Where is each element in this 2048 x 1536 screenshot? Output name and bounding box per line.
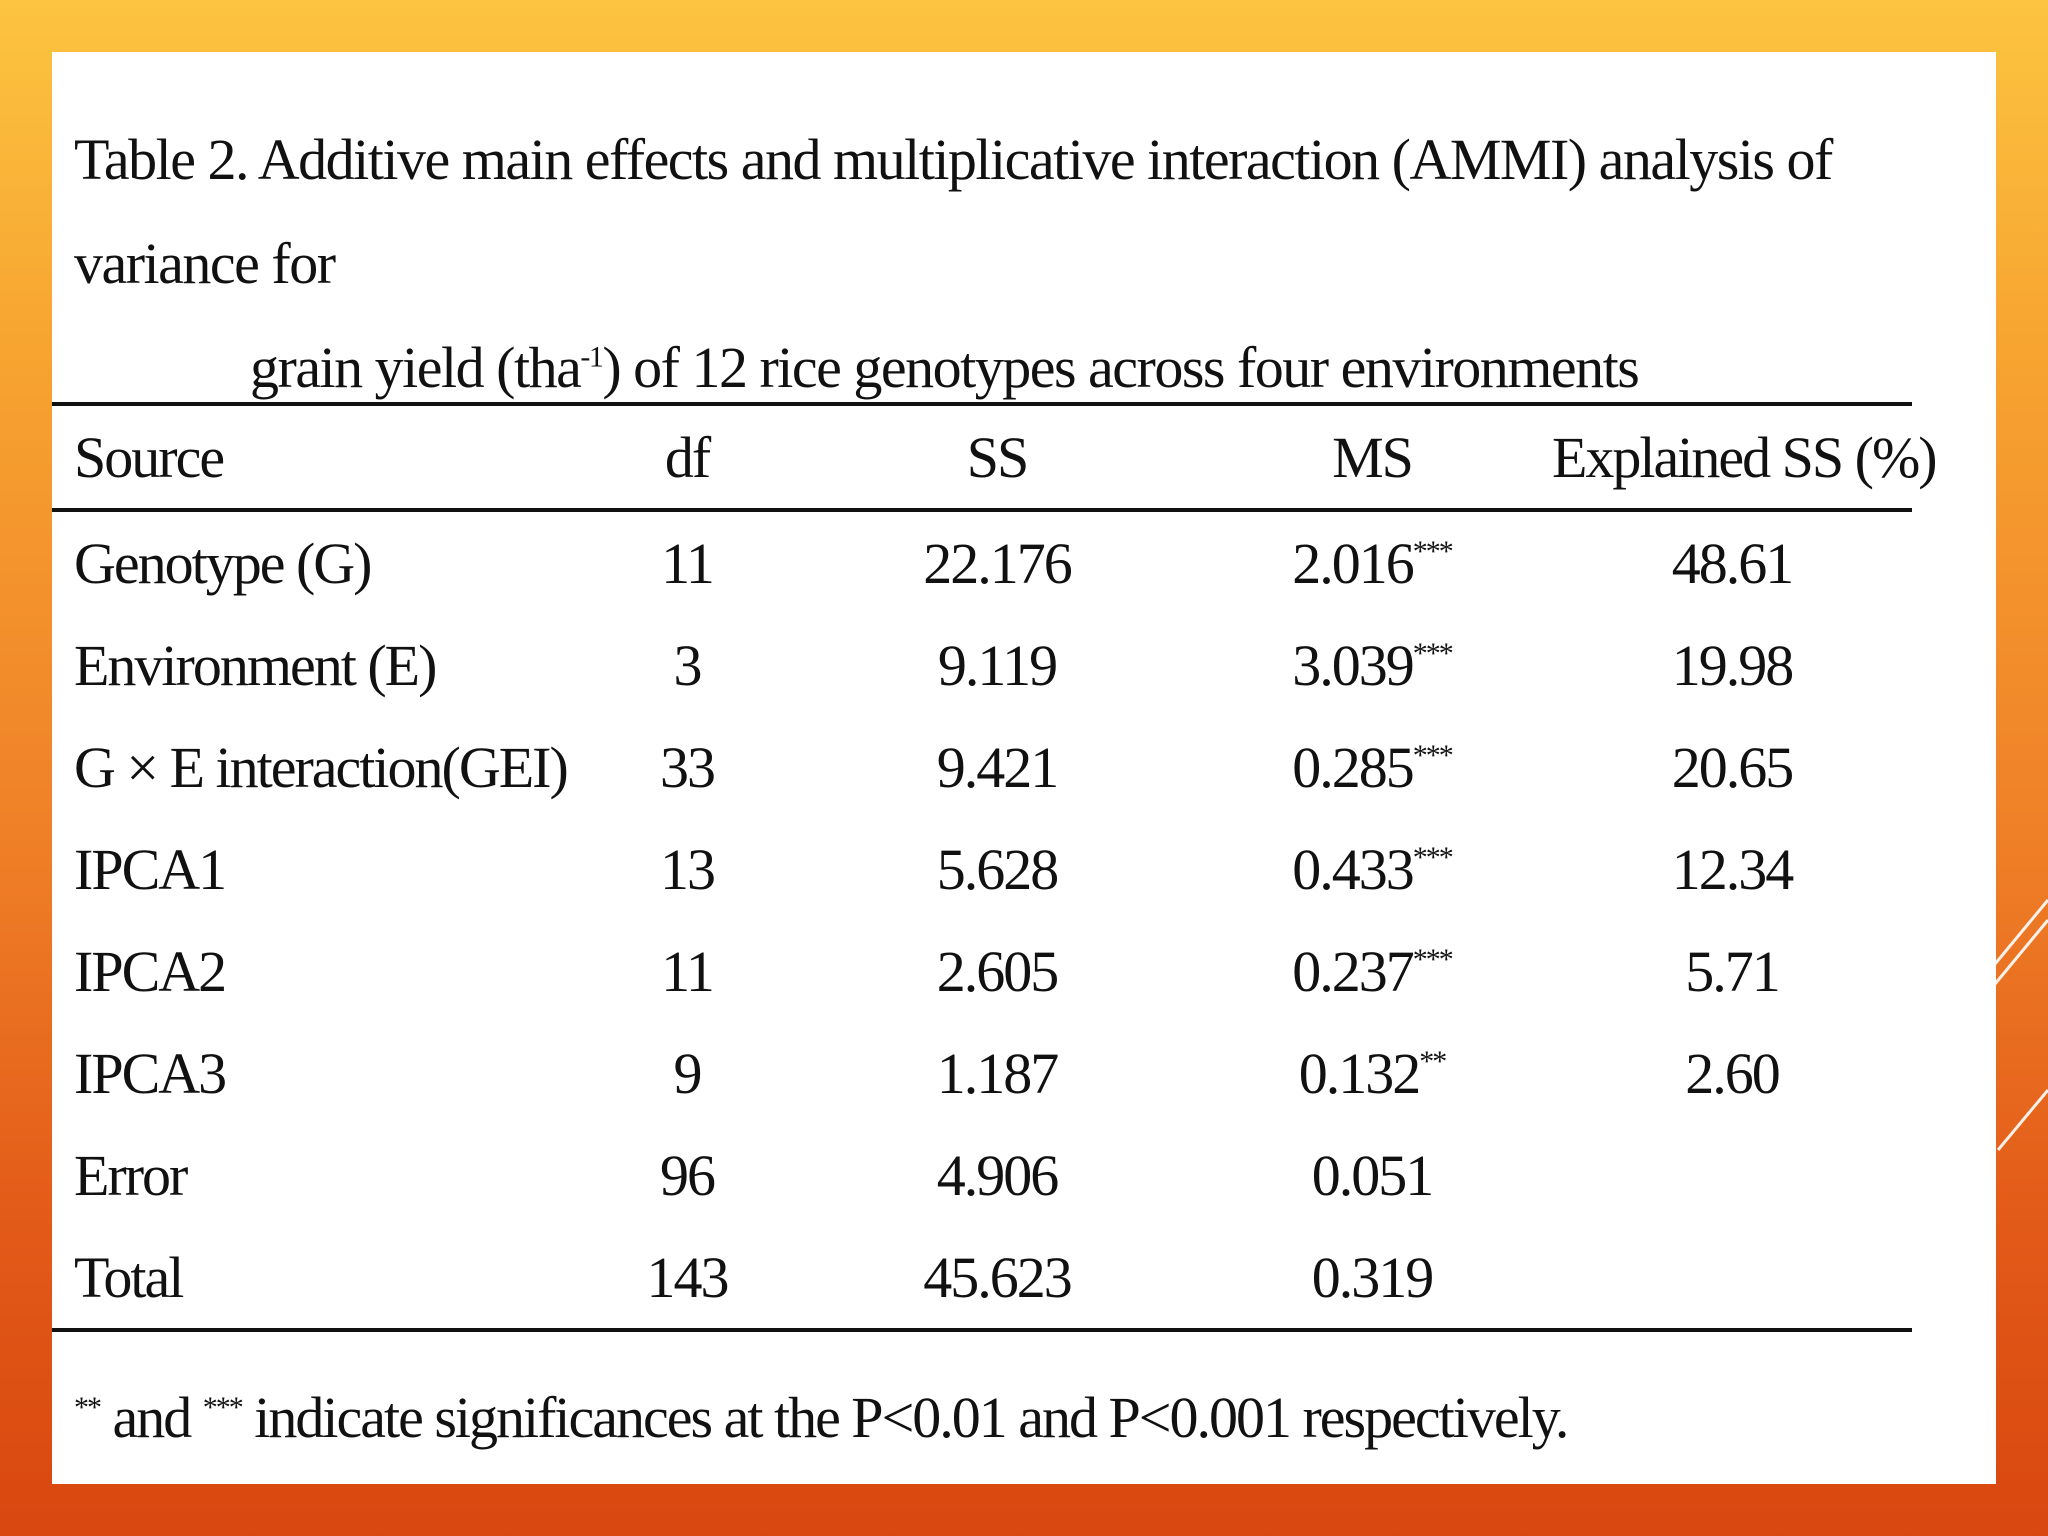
header-row: Source df SS MS Explained SS (%) <box>52 404 1938 510</box>
anova-table-wrapper: Source df SS MS Explained SS (%) Genotyp… <box>52 402 1938 1332</box>
caption-superscript: -1 <box>580 340 604 374</box>
cell-ms: 3.039*** <box>1192 614 1552 716</box>
cell-ms: 0.051 <box>1192 1124 1552 1226</box>
cell-explained-ss: 20.65 <box>1671 734 1795 800</box>
cell-ss: 2.605 <box>936 938 1060 1004</box>
caption-line1: Additive main effects and multiplicative… <box>74 127 1833 296</box>
table-footnote: ** and *** indicate significances at the… <box>74 1384 1569 1451</box>
ms-value: 3.039 <box>1292 632 1414 698</box>
cell-df: 11 <box>661 530 715 596</box>
cell-ss: 22.176 <box>923 530 1073 596</box>
cell-df: 143 <box>572 1226 802 1332</box>
cell-explained-ss: 5.71 <box>1685 938 1781 1004</box>
ms-value: 0.433 <box>1292 836 1414 902</box>
cell-explained-ss: 2.60 <box>1685 1040 1781 1106</box>
significance-mark: *** <box>1412 534 1454 568</box>
cell-ms: 0.285*** <box>1192 716 1552 818</box>
cell-ms: 0.237*** <box>1192 920 1552 1022</box>
cell-ms: 0.132** <box>1192 1022 1552 1124</box>
content-panel: Table 2. Additive main effects and multi… <box>52 52 1996 1484</box>
ms-value: 0.319 <box>1311 1244 1434 1310</box>
footnote-symbol-1: ** <box>74 1391 102 1424</box>
anova-table: Source df SS MS Explained SS (%) Genotyp… <box>52 402 1938 1332</box>
cell-source: Total <box>52 1226 572 1332</box>
table-row: Total 143 45.623 0.319 <box>52 1226 1912 1332</box>
cell-explained-ss <box>1552 1124 1912 1226</box>
cell-ss: 4.906 <box>936 1142 1060 1208</box>
cell-ss: 45.623 <box>802 1226 1192 1332</box>
cell-explained-ss: 12.34 <box>1671 836 1795 902</box>
caption-line2-a: grain yield (tha <box>250 335 582 400</box>
significance-mark: *** <box>1412 636 1454 670</box>
cell-ss: 1.187 <box>936 1040 1060 1106</box>
cell-explained-ss: 48.61 <box>1671 530 1795 596</box>
table-row: IPCA1 13 5.628 0.433*** 12.34 <box>52 818 1912 920</box>
ms-value: 0.051 <box>1311 1142 1434 1208</box>
footnote-text-2: indicate significances at the P<0.01 and… <box>254 1385 1569 1450</box>
cell-source: IPCA2 <box>74 938 227 1004</box>
cell-df: 96 <box>660 1142 716 1208</box>
cell-df: 33 <box>660 734 716 800</box>
table-row: IPCA3 9 1.187 0.132** 2.60 <box>52 1022 1912 1124</box>
cell-ss: 9.421 <box>936 734 1060 800</box>
cell-source: Genotype (G) <box>74 530 373 596</box>
cell-df: 3 <box>673 632 703 698</box>
cell-explained-ss <box>1552 1226 1912 1332</box>
table-row: G × E interaction(GEI) 33 9.421 0.285***… <box>52 716 1912 818</box>
cell-ss: 5.628 <box>936 836 1060 902</box>
header-explained-ss: Explained SS (%) <box>1552 424 1938 490</box>
header-df: df <box>664 424 711 490</box>
header-source: Source <box>74 424 225 490</box>
cell-ms: 0.319 <box>1192 1226 1552 1332</box>
cell-ss: 9.119 <box>937 632 1058 698</box>
table-row: Environment (E) 3 9.119 3.039*** 19.98 <box>52 614 1912 716</box>
caption-line2: grain yield (tha-1) of 12 rice genotypes… <box>74 316 1954 420</box>
cell-source: IPCA1 <box>74 836 227 902</box>
cell-df: 9 <box>673 1040 703 1106</box>
significance-mark: *** <box>1412 942 1454 976</box>
ms-value: 2.016 <box>1292 530 1414 596</box>
cell-source: G × E interaction(GEI) <box>74 734 569 800</box>
ms-value: 0.132 <box>1298 1040 1421 1106</box>
cell-source: Error <box>74 1142 188 1208</box>
caption-line2-b: ) of 12 rice genotypes across four envir… <box>602 335 1640 400</box>
significance-mark: *** <box>1412 840 1454 874</box>
header-ss: SS <box>966 424 1030 490</box>
cell-source: IPCA3 <box>74 1040 227 1106</box>
caption-prefix: Table 2. <box>74 127 249 192</box>
header-ms: MS <box>1332 424 1414 490</box>
significance-mark: ** <box>1419 1044 1447 1078</box>
cell-ms: 0.433*** <box>1192 818 1552 920</box>
cell-explained-ss: 19.98 <box>1671 632 1795 698</box>
cell-source: Environment (E) <box>74 632 437 698</box>
cell-df: 11 <box>661 938 715 1004</box>
decorative-lines-icon <box>1990 899 2048 1151</box>
ms-value: 0.285 <box>1292 734 1414 800</box>
footnote-symbol-2: *** <box>202 1391 244 1424</box>
table-caption: Table 2. Additive main effects and multi… <box>74 108 1954 420</box>
cell-ms: 2.016*** <box>1192 510 1552 614</box>
table-row: Genotype (G) 11 22.176 2.016*** 48.61 <box>52 510 1912 614</box>
table-row: Error 96 4.906 0.051 <box>52 1124 1912 1226</box>
cell-df: 13 <box>660 836 716 902</box>
significance-mark: *** <box>1412 738 1454 772</box>
footnote-text-1: and <box>112 1385 193 1450</box>
table-row: IPCA2 11 2.605 0.237*** 5.71 <box>52 920 1912 1022</box>
ms-value: 0.237 <box>1292 938 1414 1004</box>
